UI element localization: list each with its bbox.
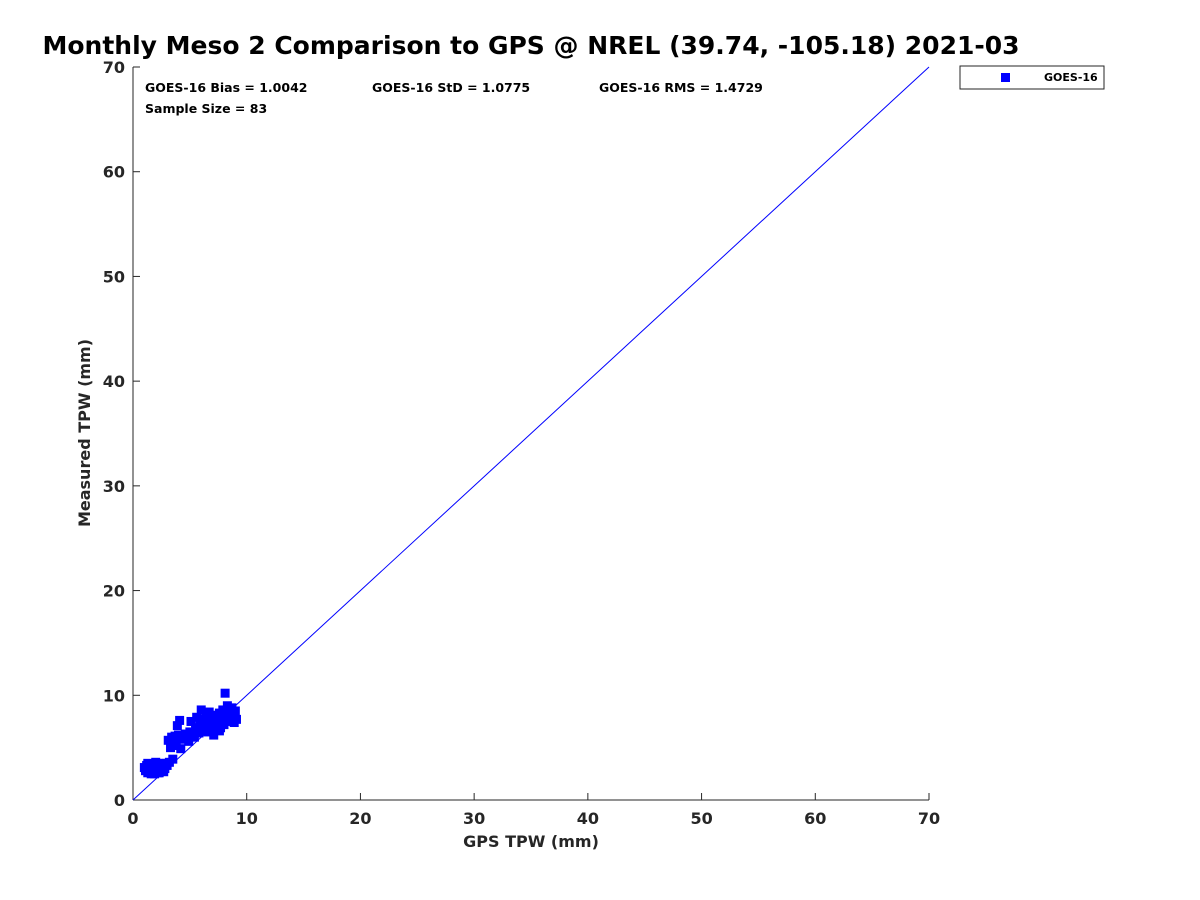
data-point <box>230 706 240 716</box>
x-tick-label: 20 <box>349 809 371 828</box>
stat-sample-size: Sample Size = 83 <box>145 101 267 116</box>
data-point <box>231 714 241 724</box>
x-tick-label: 0 <box>127 809 138 828</box>
x-tick-label: 70 <box>918 809 940 828</box>
y-tick-label: 10 <box>103 686 125 705</box>
data-point <box>172 721 182 731</box>
legend-label-goes-16: GOES-16 <box>1044 71 1098 84</box>
data-point <box>209 730 219 740</box>
data-point <box>214 726 224 736</box>
y-axis-label: Measured TPW (mm) <box>75 339 94 527</box>
x-tick-label: 10 <box>236 809 258 828</box>
legend: GOES-16 <box>959 65 1105 90</box>
legend-marker-goes-16 <box>1001 73 1010 82</box>
data-point <box>219 720 229 730</box>
x-tick-label: 60 <box>804 809 826 828</box>
stat-std: GOES-16 StD = 1.0775 <box>372 80 530 95</box>
data-point <box>151 757 161 767</box>
y-tick-label: 50 <box>103 267 125 286</box>
reference-line-group <box>132 66 930 801</box>
y-tick-label: 40 <box>103 372 125 391</box>
stat-bias: GOES-16 Bias = 1.0042 <box>145 80 307 95</box>
data-point <box>220 688 230 698</box>
data-point <box>143 758 153 768</box>
data-point <box>193 724 203 734</box>
data-point <box>192 712 202 722</box>
data-point <box>175 715 185 725</box>
axis-ticks: 0 10 20 30 40 50 60 70 0 10 20 30 40 50 60 70 <box>103 58 940 828</box>
data-point <box>171 737 181 747</box>
data-point <box>204 707 214 717</box>
data-point <box>170 731 180 741</box>
data-point <box>186 716 196 726</box>
y-tick-label: 30 <box>103 477 125 496</box>
stat-rms: GOES-16 RMS = 1.4729 <box>599 80 763 95</box>
data-point <box>196 705 206 715</box>
data-point <box>200 718 210 728</box>
y-tick-label: 0 <box>114 791 125 810</box>
data-point <box>178 734 188 744</box>
data-point <box>176 744 186 754</box>
x-tick-label: 30 <box>463 809 485 828</box>
data-point <box>184 736 194 746</box>
data-point <box>161 758 171 768</box>
data-point <box>189 732 199 742</box>
data-point <box>222 701 232 711</box>
x-axis-label: GPS TPW (mm) <box>463 832 599 851</box>
x-tick-label: 50 <box>690 809 712 828</box>
y-tick-label: 60 <box>103 163 125 182</box>
plot-area <box>132 67 929 801</box>
one-to-one-line <box>132 66 930 801</box>
data-point <box>153 768 163 778</box>
data-point <box>168 754 178 764</box>
data-point <box>146 769 156 779</box>
chart-title: Monthly Meso 2 Comparison to GPS @ NREL … <box>42 31 1019 60</box>
x-tick-label: 40 <box>577 809 599 828</box>
data-point <box>166 743 176 753</box>
y-tick-label: 20 <box>103 582 125 601</box>
data-point <box>218 705 228 715</box>
legend-box <box>959 65 1105 90</box>
y-tick-label: 70 <box>103 58 125 77</box>
data-points <box>139 688 241 779</box>
